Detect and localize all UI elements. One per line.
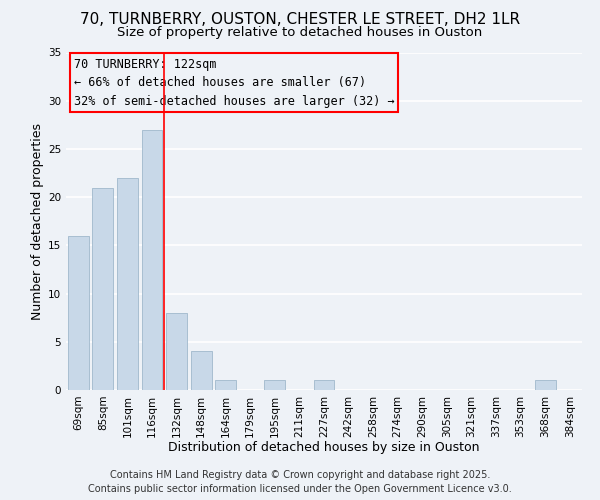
Y-axis label: Number of detached properties: Number of detached properties <box>31 122 44 320</box>
Text: Contains HM Land Registry data © Crown copyright and database right 2025.
Contai: Contains HM Land Registry data © Crown c… <box>88 470 512 494</box>
Bar <box>215 380 236 390</box>
Bar <box>117 178 138 390</box>
Bar <box>68 236 89 390</box>
Bar <box>142 130 163 390</box>
Text: 70, TURNBERRY, OUSTON, CHESTER LE STREET, DH2 1LR: 70, TURNBERRY, OUSTON, CHESTER LE STREET… <box>80 12 520 28</box>
X-axis label: Distribution of detached houses by size in Ouston: Distribution of detached houses by size … <box>168 441 480 454</box>
Bar <box>314 380 334 390</box>
Bar <box>265 380 286 390</box>
Bar <box>535 380 556 390</box>
Bar <box>166 313 187 390</box>
Bar <box>92 188 113 390</box>
Text: Size of property relative to detached houses in Ouston: Size of property relative to detached ho… <box>118 26 482 39</box>
Text: 70 TURNBERRY: 122sqm
← 66% of detached houses are smaller (67)
32% of semi-detac: 70 TURNBERRY: 122sqm ← 66% of detached h… <box>74 58 394 108</box>
Bar <box>191 352 212 390</box>
